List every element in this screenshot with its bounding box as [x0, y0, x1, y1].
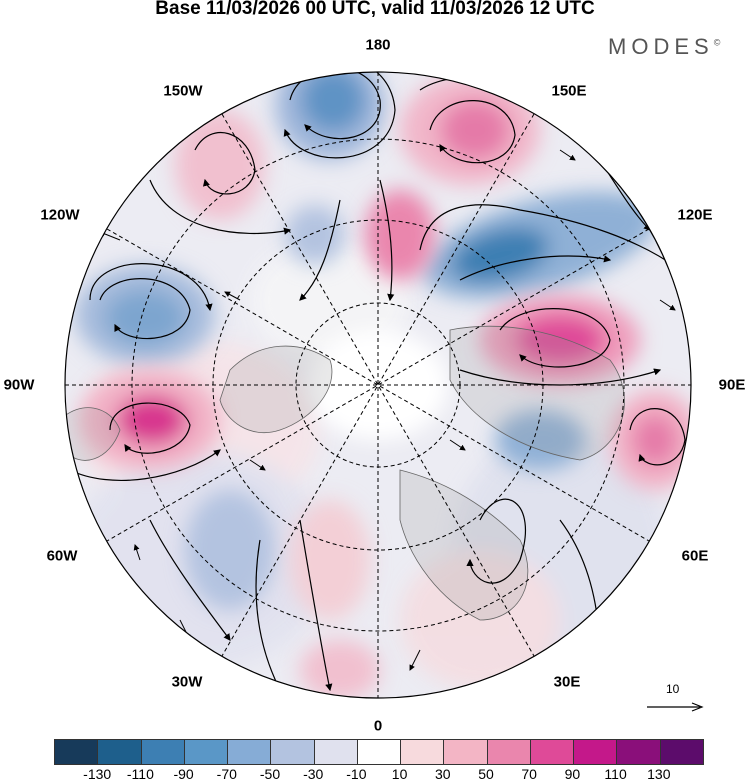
lon-label-30w: 30W: [171, 673, 203, 691]
reference-vector-arrow: [647, 702, 704, 712]
lon-label-30e: 30E: [553, 673, 581, 691]
lon-label-150w: 150W: [163, 82, 203, 100]
colorbar-tick-label: -110: [126, 766, 154, 782]
lon-label-60e: 60E: [681, 547, 709, 565]
colorbar-swatch: [141, 740, 185, 764]
lon-label-60w: 60W: [46, 547, 78, 565]
colorbar-swatch: [184, 740, 229, 764]
colorbar-swatch: [444, 740, 488, 764]
lon-label-120w: 120W: [40, 206, 80, 224]
colorbar-swatch: [660, 740, 703, 764]
colorbar-swatch: [487, 740, 531, 764]
colorbar-swatch: [574, 740, 618, 764]
anomaly-field: [65, 72, 691, 698]
lon-label-150e: 150E: [551, 82, 587, 100]
colorbar-tick-label: -70: [216, 766, 237, 782]
colorbar-swatch: [617, 740, 661, 764]
colorbar-swatch: [401, 740, 445, 764]
lon-label-0: 0: [373, 717, 383, 735]
colorbar-swatch: [55, 740, 99, 764]
colorbar-tick-label: 130: [647, 766, 671, 782]
brand-name: MODES: [608, 34, 714, 59]
lon-label-180: 180: [365, 36, 391, 54]
colorbar-swatch: [228, 740, 272, 764]
colorbar-tick-label: 50: [478, 766, 494, 782]
colorbar-tick-label: -30: [303, 766, 324, 782]
copyright-mark: ©: [713, 37, 721, 48]
colorbar: [54, 739, 704, 765]
graticule: [65, 72, 691, 698]
lon-label-120e: 120E: [677, 206, 713, 224]
colorbar-tick-label: 90: [564, 766, 581, 782]
modes-logo: MODES©: [608, 34, 720, 60]
map-boundary: [64, 71, 692, 699]
colorbar-tick-label: -10: [346, 766, 367, 782]
lon-label-90w: 90W: [3, 376, 35, 394]
colorbar-swatch: [530, 740, 575, 764]
colorbar-tick-label: 110: [604, 766, 627, 782]
colorbar-swatch: [357, 740, 402, 764]
colorbar-swatch: [98, 740, 142, 764]
colorbar-swatch: [271, 740, 315, 764]
colorbar-tick-label: 30: [435, 766, 451, 782]
map-title: Base 11/03/2026 00 UTC, valid 11/03/2026…: [155, 0, 595, 19]
colorbar-tick-label: 70: [521, 766, 537, 782]
colorbar-tick-label: -90: [173, 766, 194, 782]
colorbar-tick-label: -130: [83, 766, 112, 782]
colorbar-swatch: [314, 740, 358, 764]
colorbar-tick-label: 10: [391, 766, 408, 782]
reference-vector-label: 10: [666, 682, 680, 696]
colorbar-tick-label: -50: [259, 766, 281, 782]
lon-label-90e: 90E: [718, 376, 746, 394]
